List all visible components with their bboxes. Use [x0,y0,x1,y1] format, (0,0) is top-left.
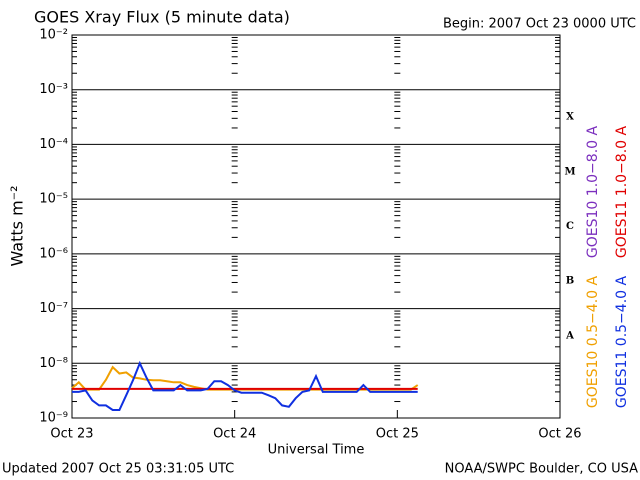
flare-class-label: B [566,276,574,287]
y-tick-label: 10⁻⁷ [39,301,68,316]
y-tick-label: 10⁻⁵ [39,192,68,207]
legend-entry: GOES11 0.5−4.0 A [614,276,630,409]
x-tick-label: Oct 24 [213,427,256,442]
legend-entry: GOES10 0.5−4.0 A [585,276,601,409]
chart-title: GOES Xray Flux (5 minute data) [34,8,290,27]
y-tick-label: 10⁻⁹ [39,411,68,426]
x-tick-label: Oct 23 [50,427,93,442]
footer-right: NOAA/SWPC Boulder, CO USA [445,462,638,477]
chart-subtitle: Begin: 2007 Oct 23 0000 UTC [443,17,636,32]
flare-class-label: A [565,330,574,341]
legend-entry: GOES10 1.0−8.0 A [585,126,601,259]
y-tick-label: 10⁻³ [39,82,68,97]
flare-class-label: X [566,112,574,123]
footer-left: Updated 2007 Oct 25 03:31:05 UTC [2,462,234,477]
y-axis-label: Watts m⁻² [8,185,27,266]
x-tick-label: Oct 26 [538,427,581,442]
series-line [72,360,418,411]
flare-class-label: M [564,166,575,177]
flare-class-label: C [566,221,574,232]
legend-entry: GOES11 1.0−8.0 A [614,126,630,259]
x-axis-label: Universal Time [268,443,365,458]
y-tick-label: 10⁻⁴ [39,137,68,152]
y-tick-label: 10⁻⁸ [39,356,68,371]
y-tick-label: 10⁻² [39,28,68,43]
y-tick-label: 10⁻⁶ [39,246,68,261]
x-tick-label: Oct 25 [376,427,419,442]
